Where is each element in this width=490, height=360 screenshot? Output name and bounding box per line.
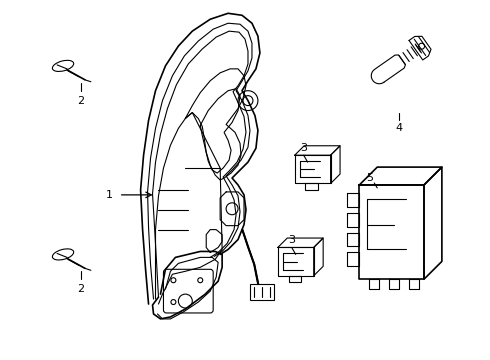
Text: 4: 4 [395,123,403,134]
Text: 2: 2 [77,284,84,294]
Text: 1: 1 [106,190,113,200]
Text: 3: 3 [300,143,307,153]
Text: 2: 2 [77,96,84,105]
Bar [289,276,301,282]
Bar [250,284,274,300]
Text: 3: 3 [288,234,295,244]
Bar [305,184,318,190]
Text: 5: 5 [366,173,373,183]
